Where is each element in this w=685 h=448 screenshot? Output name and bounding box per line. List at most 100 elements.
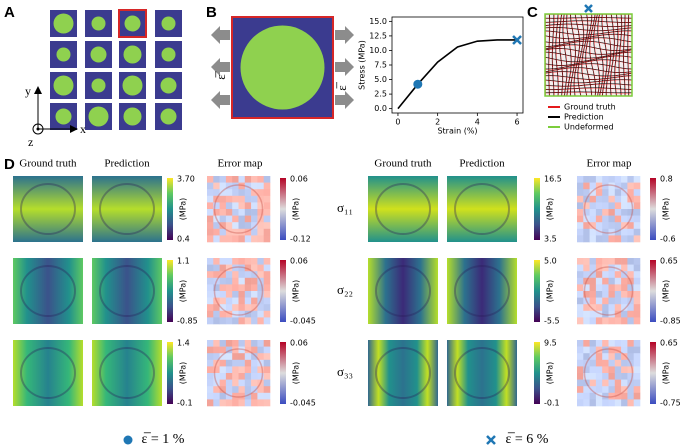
- error-cell: [595, 317, 603, 325]
- colorbar-unit: (MPa): [292, 362, 301, 385]
- error-cell: [244, 340, 252, 347]
- error-cell: [263, 277, 271, 285]
- error-cell: [263, 264, 271, 272]
- error-cell: [608, 277, 616, 285]
- error-cell: [244, 277, 252, 285]
- error-cell: [257, 291, 264, 298]
- error-cell: [263, 222, 271, 230]
- error-cell: [244, 209, 252, 216]
- error-cell: [608, 310, 616, 318]
- error-cell: [244, 346, 252, 354]
- error-cell: [608, 317, 616, 325]
- error-cell: [621, 284, 628, 292]
- colorbar-min: 0.4: [177, 235, 190, 244]
- inclusion-outline: [20, 265, 76, 317]
- error-cell: [251, 209, 258, 216]
- error-cell: [583, 222, 590, 230]
- error-cell: [232, 366, 239, 374]
- error-cell: [219, 189, 227, 197]
- error-cell: [232, 176, 239, 183]
- colorbar: [167, 260, 173, 322]
- error-cell: [608, 189, 616, 197]
- error-cell: [232, 258, 239, 265]
- error-cell: [589, 373, 597, 380]
- error-cell: [263, 304, 271, 312]
- marker: [512, 35, 522, 45]
- error-cell: [583, 235, 590, 243]
- error-cell: [263, 258, 271, 265]
- error-cell: [244, 310, 252, 318]
- error-cell: [257, 271, 264, 279]
- error-cell: [257, 340, 264, 347]
- error-cell: [251, 258, 258, 265]
- error-cell: [238, 235, 246, 243]
- error-cell: [602, 209, 609, 216]
- error-cell: [627, 195, 634, 203]
- load-arrow: [335, 58, 354, 76]
- error-cell: [225, 202, 233, 210]
- error-cell: [627, 235, 634, 243]
- load-arrow: [211, 58, 230, 76]
- error-cell: [602, 215, 609, 223]
- error-cell: [614, 373, 622, 380]
- error-cell: [225, 392, 233, 400]
- error-cell: [207, 209, 214, 216]
- error-cell: [627, 373, 634, 380]
- error-cell: [244, 304, 252, 312]
- error-cell: [602, 359, 609, 367]
- error-cell: [633, 222, 641, 230]
- colorbar-unit: (MPa): [546, 198, 555, 221]
- field-map: [447, 176, 517, 242]
- error-cell: [589, 310, 597, 318]
- error-cell: [583, 264, 590, 272]
- error-cell: [232, 353, 239, 361]
- error-cell: [602, 182, 609, 190]
- error-cell: [583, 304, 590, 312]
- error-cell: [213, 277, 220, 285]
- error-cell: [238, 340, 246, 347]
- mesh-line-pred: [545, 14, 632, 96]
- y-tick-label: 12.5: [369, 31, 387, 40]
- mesh-line-pred: [545, 14, 632, 96]
- error-cell: [263, 310, 271, 318]
- error-cell: [614, 176, 622, 183]
- error-cell: [583, 310, 590, 318]
- inclusion: [124, 15, 141, 32]
- error-cell: [263, 359, 271, 367]
- error-cell: [621, 366, 628, 374]
- error-cell: [263, 189, 271, 197]
- error-cell: [627, 359, 634, 367]
- strain-label: ε̅: [334, 81, 349, 90]
- error-cell: [257, 346, 264, 354]
- error-cell: [577, 386, 584, 394]
- error-cell: [232, 379, 239, 387]
- error-cell: [257, 304, 264, 312]
- error-cell: [225, 189, 233, 197]
- error-cell: [577, 297, 584, 305]
- error-cell: [251, 176, 258, 183]
- inclusion-outline: [375, 183, 431, 235]
- error-cell: [251, 317, 258, 325]
- colorbar-unit: (MPa): [546, 280, 555, 303]
- error-cell: [213, 392, 220, 400]
- error-cell: [627, 317, 634, 325]
- field-map: [13, 176, 83, 242]
- inclusion: [91, 78, 106, 93]
- error-cell: [213, 366, 220, 374]
- error-cell: [621, 373, 628, 380]
- colorbar-min: -0.85: [660, 317, 681, 326]
- inclusion: [122, 75, 143, 96]
- error-cell: [207, 258, 214, 265]
- error-cell: [583, 359, 590, 367]
- error-cell: [602, 379, 609, 387]
- error-cell: [244, 291, 252, 298]
- error-cell: [263, 228, 271, 236]
- error-cell: [608, 392, 616, 400]
- error-cell: [583, 340, 590, 347]
- error-cell: [602, 304, 609, 312]
- error-cell: [207, 182, 214, 190]
- error-cell: [633, 215, 641, 223]
- legend-label: Prediction: [564, 113, 604, 122]
- error-cell: [213, 373, 220, 380]
- colorbar: [534, 178, 540, 240]
